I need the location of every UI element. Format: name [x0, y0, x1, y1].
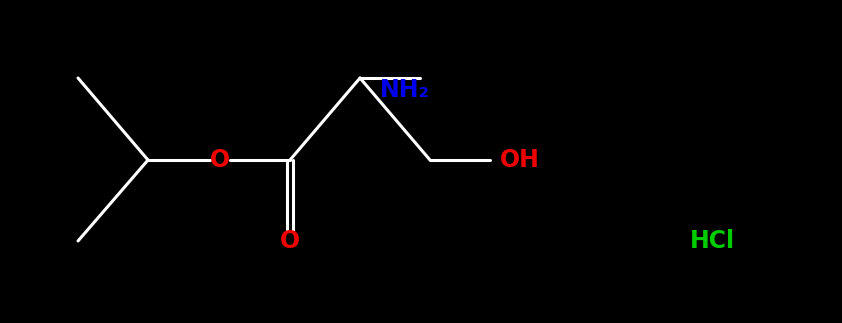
- Text: O: O: [280, 229, 300, 253]
- Text: NH₂: NH₂: [380, 78, 430, 102]
- Text: OH: OH: [500, 148, 540, 172]
- Text: O: O: [210, 148, 230, 172]
- Text: HCl: HCl: [690, 229, 735, 253]
